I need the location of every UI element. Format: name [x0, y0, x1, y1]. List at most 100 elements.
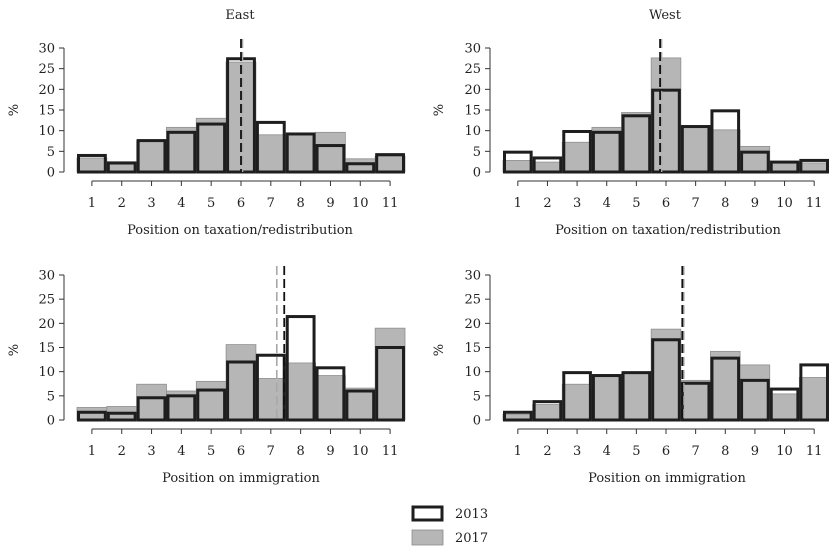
x-tick-label: 11 [382, 444, 399, 459]
x-tick-label: 7 [267, 196, 275, 211]
y-axis-label: % [7, 344, 22, 356]
bar-2017 [740, 365, 770, 420]
x-tick-label: 10 [776, 196, 793, 211]
x-tick-label: 10 [776, 444, 793, 459]
bar-2017 [137, 384, 167, 420]
y-tick-label: 5 [47, 389, 55, 404]
legend-swatch-2017 [412, 530, 443, 545]
x-tick-label: 4 [177, 196, 185, 211]
bar-2017 [345, 388, 375, 420]
bar-2017 [77, 158, 107, 172]
x-tick-label: 8 [296, 444, 304, 459]
bar-2017 [770, 394, 800, 420]
bar-2017 [137, 141, 167, 172]
y-axis-label: % [432, 344, 447, 356]
x-tick-label: 2 [543, 196, 551, 211]
y-tick-label: 5 [47, 145, 55, 160]
bar-2017 [316, 376, 346, 420]
x-tick-label: 6 [662, 444, 670, 459]
x-tick-label: 5 [207, 196, 215, 211]
y-tick-label: 5 [473, 145, 481, 160]
x-tick-label: 3 [147, 444, 155, 459]
bar-2017 [345, 159, 375, 172]
x-tick-label: 9 [326, 444, 334, 459]
x-tick-label: 6 [237, 196, 245, 211]
bar-2017 [622, 112, 652, 172]
panel-title: East [225, 8, 255, 23]
bar-2017 [286, 363, 316, 420]
y-tick-label: 20 [38, 317, 55, 332]
y-tick-label: 5 [473, 389, 481, 404]
bar-2017 [166, 127, 196, 172]
y-tick-label: 20 [464, 317, 481, 332]
x-axis-label: Position on taxation/redistribution [127, 223, 353, 238]
x-tick-label: 10 [352, 196, 369, 211]
bar-2017 [375, 156, 405, 172]
x-tick-label: 1 [88, 444, 96, 459]
x-tick-label: 4 [603, 196, 611, 211]
y-tick-label: 0 [47, 414, 55, 429]
bar-2017 [592, 376, 622, 420]
y-tick-label: 25 [38, 62, 55, 77]
y-tick-label: 0 [473, 414, 481, 429]
y-tick-label: 15 [464, 104, 481, 119]
y-tick-label: 30 [38, 42, 55, 57]
y-tick-label: 0 [47, 166, 55, 181]
x-tick-label: 10 [352, 444, 369, 459]
y-tick-label: 25 [38, 293, 55, 308]
y-tick-label: 15 [464, 341, 481, 356]
legend-swatch-2013 [413, 507, 442, 520]
x-tick-label: 3 [147, 196, 155, 211]
bar-2017 [651, 329, 681, 420]
bar-2017 [592, 127, 622, 172]
y-tick-label: 20 [464, 83, 481, 98]
y-tick-label: 15 [38, 104, 55, 119]
bar-2017 [503, 160, 533, 172]
bar-2017 [196, 118, 226, 172]
bar-2017 [375, 328, 405, 420]
x-tick-label: 2 [118, 444, 126, 459]
bar-2017 [681, 380, 711, 420]
bar-2017 [196, 381, 226, 420]
panel-east-taxation: East % Position on taxation/redistributi… [7, 8, 405, 238]
y-axis-label: % [7, 104, 22, 116]
y-tick-label: 10 [38, 365, 55, 380]
x-tick-label: 11 [806, 196, 823, 211]
y-tick-label: 10 [464, 365, 481, 380]
x-tick-label: 1 [514, 196, 522, 211]
y-tick-label: 25 [464, 62, 481, 77]
x-tick-label: 1 [88, 196, 96, 211]
x-tick-label: 3 [573, 444, 581, 459]
y-tick-label: 0 [473, 166, 481, 181]
x-tick-label: 11 [382, 196, 399, 211]
y-tick-label: 10 [464, 124, 481, 139]
x-tick-label: 7 [691, 196, 699, 211]
x-tick-label: 3 [573, 196, 581, 211]
y-tick-label: 30 [464, 42, 481, 57]
bar-2017 [651, 58, 681, 172]
x-tick-label: 8 [721, 196, 729, 211]
x-tick-label: 7 [267, 444, 275, 459]
legend-label-2017: 2017 [455, 531, 488, 546]
x-tick-label: 5 [207, 444, 215, 459]
y-tick-label: 30 [464, 269, 481, 284]
bar-2017 [286, 135, 316, 172]
legend-label-2013: 2013 [455, 507, 488, 522]
y-tick-label: 15 [38, 341, 55, 356]
bar-2017 [256, 135, 286, 172]
x-tick-label: 9 [751, 444, 759, 459]
y-tick-label: 10 [38, 124, 55, 139]
panel-title: West [649, 8, 682, 23]
bar-2017 [622, 374, 652, 420]
bar-2017 [316, 132, 346, 172]
y-axis-label: % [432, 104, 447, 116]
y-tick-label: 20 [38, 83, 55, 98]
x-tick-label: 8 [296, 196, 304, 211]
bar-2017 [681, 127, 711, 172]
x-tick-label: 8 [721, 444, 729, 459]
x-tick-label: 11 [806, 444, 823, 459]
x-tick-label: 6 [662, 196, 670, 211]
